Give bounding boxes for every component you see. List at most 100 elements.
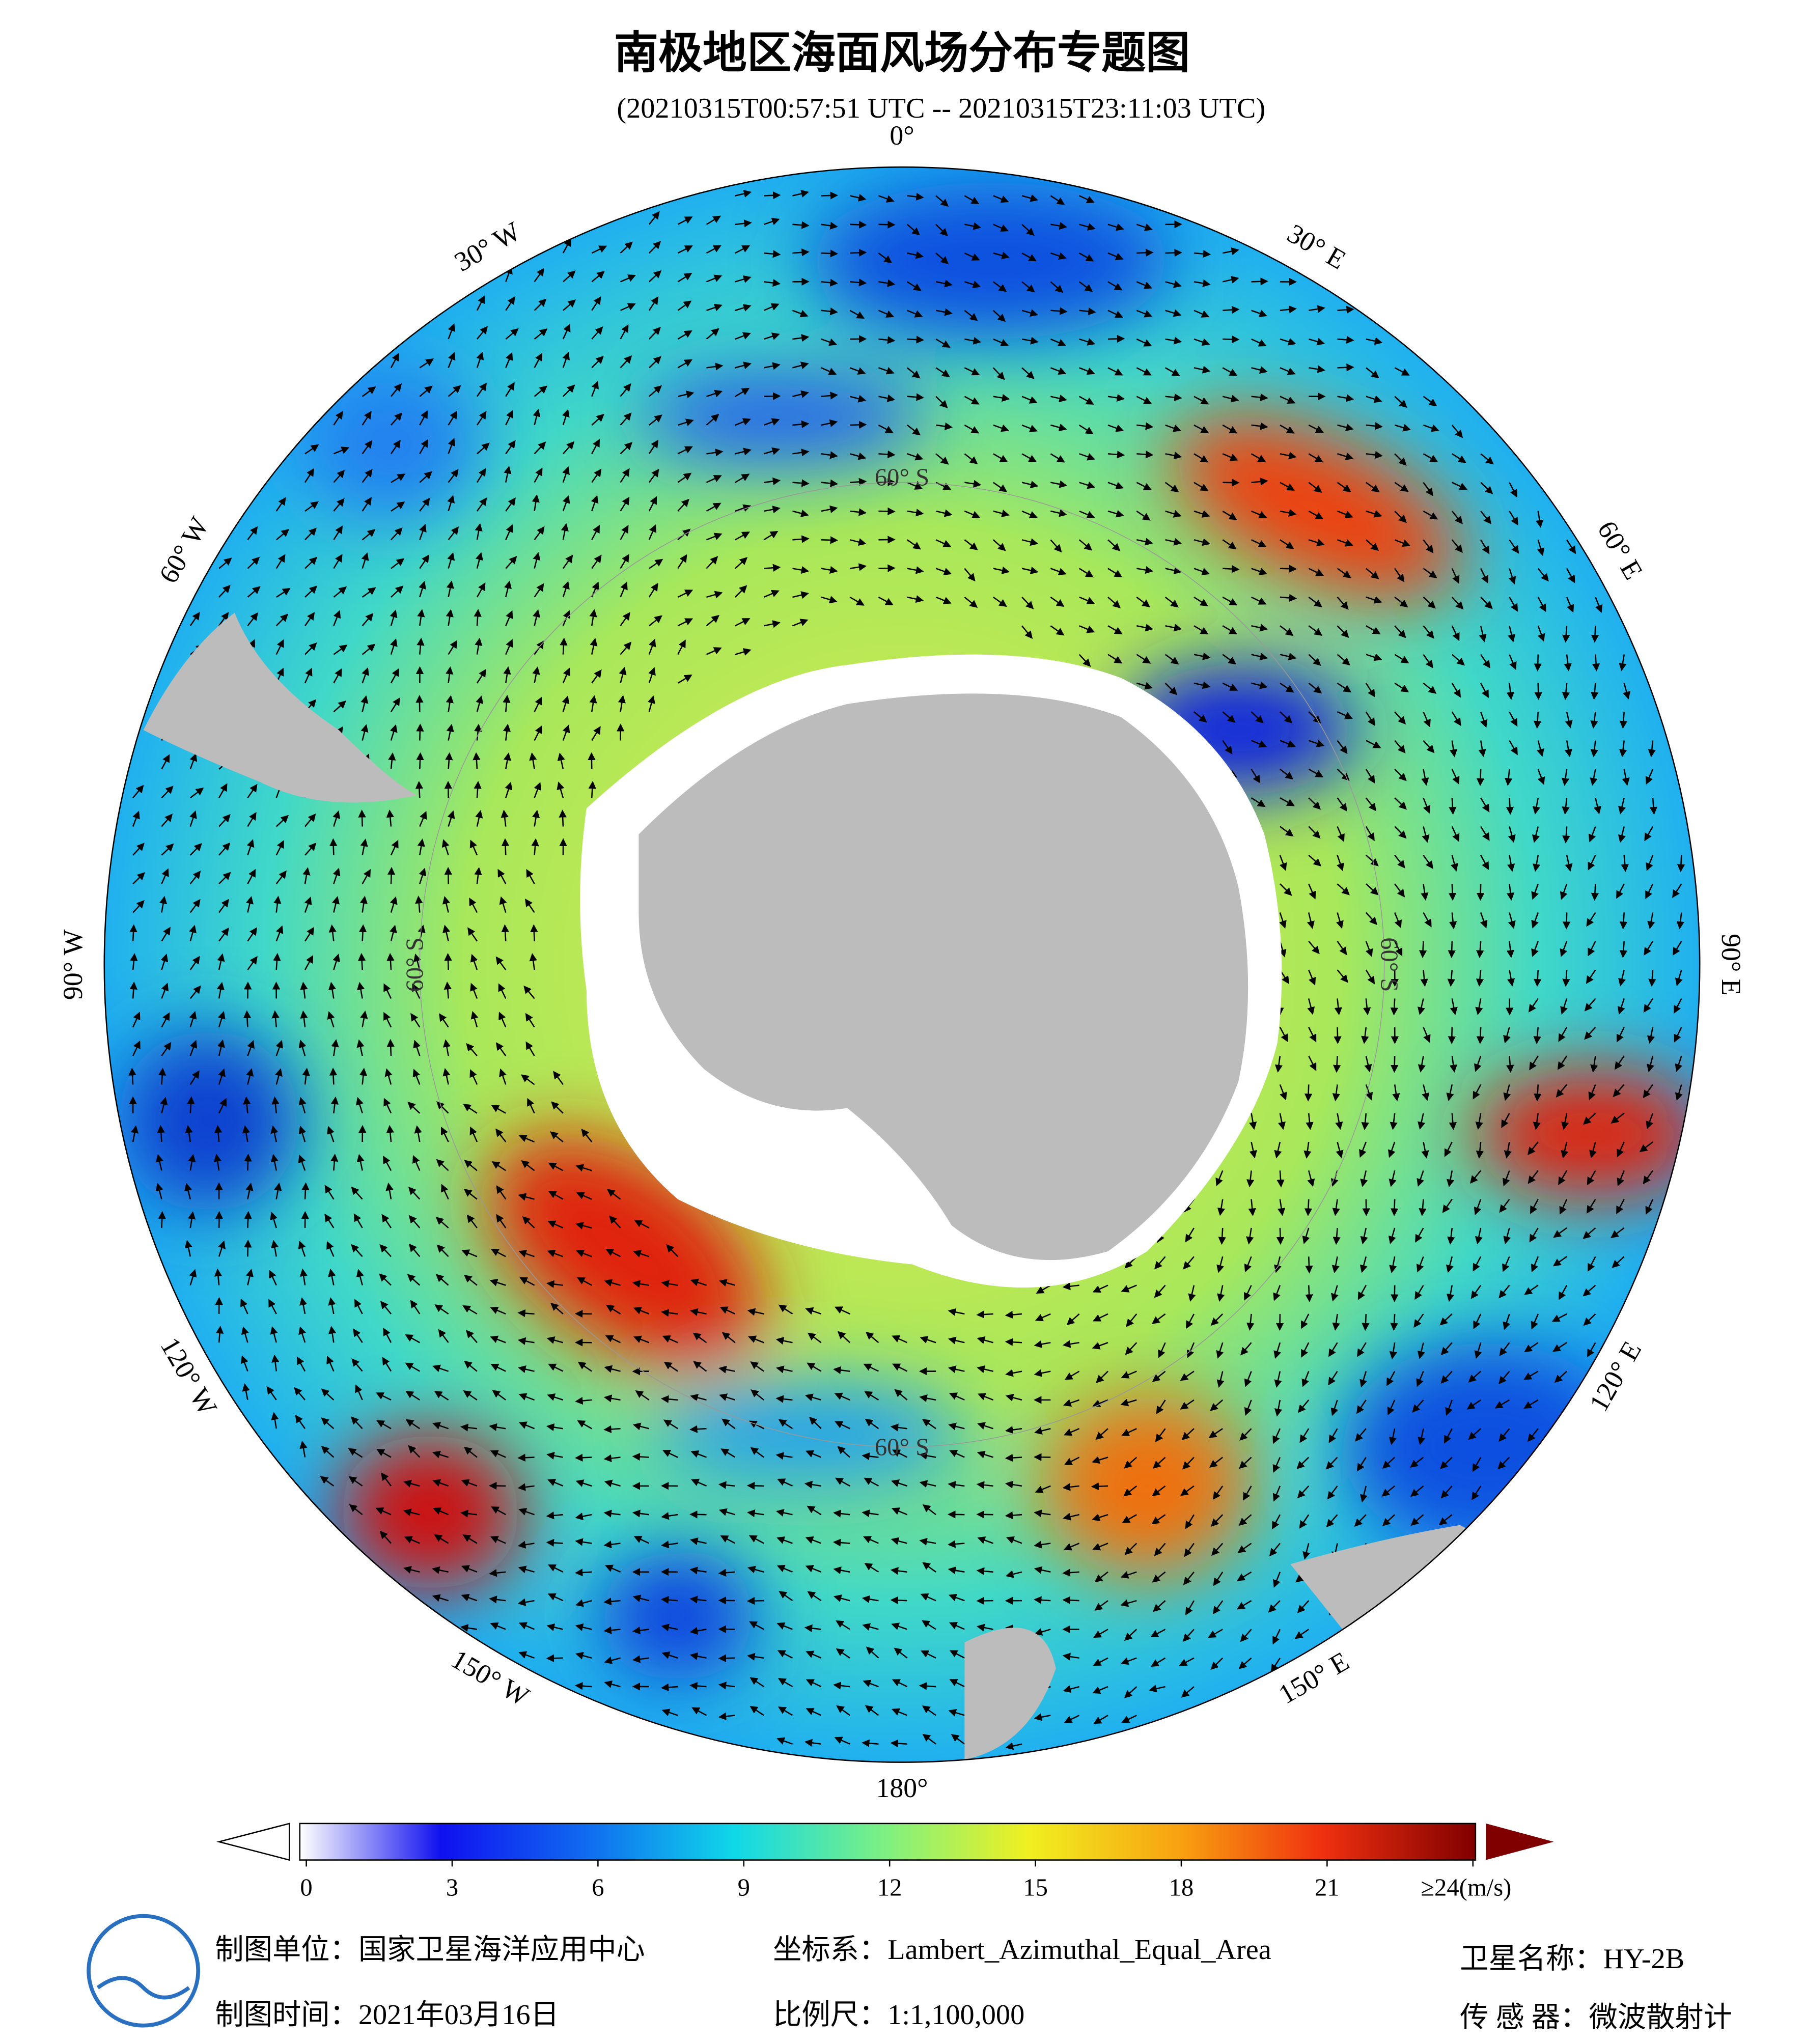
wind-arrow — [391, 412, 403, 426]
wind-arrow — [362, 497, 372, 512]
wind-arrow — [444, 953, 452, 970]
wind-arrow — [476, 695, 484, 712]
wind-arrow — [620, 641, 632, 655]
wind-arrow — [718, 1625, 735, 1633]
wind-arrow — [689, 1425, 707, 1433]
wind-arrow — [1021, 481, 1039, 489]
wind-arrow — [1136, 310, 1153, 318]
wind-arrow — [1021, 309, 1038, 317]
wind-arrow — [1479, 625, 1487, 642]
wind-arrow — [1480, 453, 1494, 465]
wind-arrow — [1423, 740, 1435, 753]
wind-arrow — [533, 408, 541, 426]
wind-arrow — [562, 724, 570, 741]
wind-arrow — [1251, 740, 1267, 748]
wind-arrow — [1165, 424, 1181, 432]
wind-arrow — [1021, 252, 1037, 262]
wind-arrow — [964, 396, 980, 405]
wind-arrow — [304, 444, 319, 455]
wind-arrow — [1107, 451, 1125, 459]
wind-arrow — [419, 410, 428, 426]
wind-arrow — [849, 310, 865, 319]
wind-arrow — [935, 279, 953, 288]
longitude-label: 180° — [876, 1773, 928, 1803]
wind-arrow — [1451, 625, 1460, 641]
wind-arrow — [792, 221, 810, 229]
wind-arrow — [474, 608, 482, 626]
wind-arrow — [1566, 568, 1575, 583]
wind-arrow — [1222, 395, 1239, 403]
wind-arrow — [1308, 482, 1322, 493]
wind-arrow — [1394, 654, 1409, 664]
wind-arrow — [503, 723, 511, 741]
wind-arrow — [907, 251, 924, 259]
wind-arrow — [1509, 511, 1518, 526]
wind-arrow — [304, 527, 317, 541]
wind-arrow — [878, 478, 896, 486]
wind-arrow — [1308, 740, 1325, 747]
wind-arrow — [706, 502, 721, 512]
wind-arrow — [620, 496, 630, 512]
wind-arrow — [591, 524, 600, 540]
wind-arrow — [992, 310, 1006, 322]
wind-arrow — [648, 270, 662, 283]
wind-arrow — [890, 1596, 907, 1605]
wind-arrow — [735, 304, 752, 312]
wind-arrow — [361, 552, 369, 569]
wind-arrow — [792, 334, 810, 342]
wind-arrow — [503, 694, 511, 712]
wind-arrow — [218, 557, 232, 569]
subtitle: (20210315T00:57:51 UTC -- 20210315T23:11… — [617, 93, 1265, 124]
wind-arrow — [706, 533, 723, 541]
wind-arrow — [1107, 510, 1124, 518]
wind-arrow — [1280, 338, 1296, 346]
wind-arrow — [1164, 482, 1179, 493]
wind-arrow — [1251, 393, 1268, 402]
wind-arrow — [1304, 1199, 1313, 1216]
wind-arrow — [677, 272, 692, 283]
wind-arrow — [1050, 395, 1067, 403]
wind-arrow — [1107, 252, 1124, 260]
wind-arrow — [620, 525, 629, 540]
wind-arrow — [763, 506, 781, 514]
wind-arrow — [562, 581, 570, 598]
wind-arrow — [907, 335, 925, 344]
wind-arrow — [849, 596, 865, 606]
latitude-label: 60° S — [875, 464, 929, 491]
wind-arrow — [935, 422, 953, 431]
wind-arrow — [304, 612, 315, 627]
wind-arrow — [1021, 194, 1039, 202]
wind-arrow — [1622, 769, 1630, 786]
wind-arrow — [1079, 453, 1095, 461]
wind-arrow — [304, 468, 315, 483]
wind-arrow — [476, 411, 487, 426]
wind-arrow — [964, 568, 976, 582]
wind-arrow — [419, 523, 427, 540]
wind-arrow — [1091, 1482, 1108, 1491]
wind-arrow — [529, 752, 537, 770]
wind-arrow — [1050, 568, 1067, 575]
wind-arrow — [1390, 998, 1398, 1016]
wind-arrow — [964, 480, 982, 488]
wind-arrow — [1107, 223, 1124, 231]
wind-arrow — [1107, 654, 1123, 664]
wind-arrow — [1136, 596, 1150, 607]
wind-arrow — [1136, 566, 1154, 574]
wind-arrow — [301, 1182, 310, 1199]
wind-arrow — [648, 241, 661, 254]
wind-arrow — [1050, 252, 1067, 260]
wind-arrow — [1251, 422, 1268, 430]
wind-arrow — [129, 924, 137, 941]
wind-arrow — [333, 525, 343, 540]
wind-arrow — [562, 323, 571, 340]
wind-arrow — [304, 501, 319, 512]
wind-arrow — [1050, 509, 1067, 517]
wind-arrow — [505, 410, 513, 426]
wind-arrow — [1164, 683, 1178, 695]
colorbar-tick-label: 18 — [1169, 1874, 1194, 1901]
wind-arrow — [1562, 912, 1571, 930]
wind-arrow — [1394, 768, 1407, 781]
wind-arrow — [878, 564, 896, 572]
wind-arrow — [1394, 568, 1405, 582]
wind-arrow — [218, 584, 231, 598]
